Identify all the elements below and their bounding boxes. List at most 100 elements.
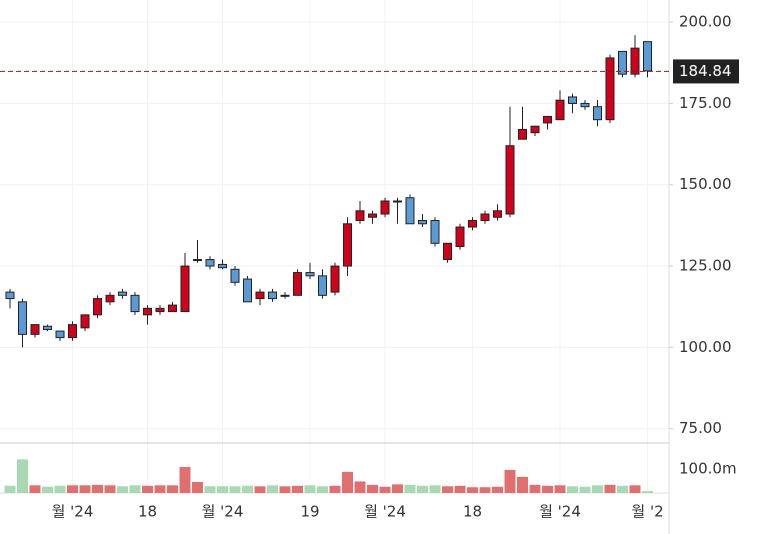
candle-body [630, 47, 640, 75]
candle-body [43, 325, 52, 330]
candle-body [305, 272, 315, 277]
volume-bar [129, 485, 141, 493]
volume-bar [267, 485, 278, 493]
candle-body [480, 213, 490, 222]
volume-bar [467, 487, 478, 493]
volume-bar [117, 486, 128, 493]
candle-body [255, 291, 265, 300]
volume-bar [92, 484, 103, 493]
candle-body [130, 294, 140, 313]
candle-body [618, 50, 627, 75]
candle-body [355, 210, 365, 222]
candle-body [405, 197, 415, 225]
candle-body [243, 278, 252, 303]
x-tick-label: 월 '24 [539, 503, 581, 521]
candle-body [5, 291, 15, 300]
volume-bar [604, 484, 616, 493]
x-tick-label: 19 [300, 503, 319, 521]
candle-body [30, 324, 40, 335]
volume-bar [192, 481, 203, 493]
x-tick-label: 월 '24 [52, 503, 94, 521]
volume-bar [392, 484, 403, 493]
candle-body [468, 220, 477, 228]
volume-bar [592, 485, 603, 493]
volume-bar [429, 485, 441, 493]
candle-body [543, 115, 552, 124]
x-tick-label: 18 [463, 503, 482, 521]
volume-bar [292, 485, 303, 493]
candle-body [455, 226, 465, 248]
volume-bar [254, 486, 266, 493]
volume-bar [529, 484, 541, 493]
volume-bar [367, 484, 378, 493]
volume-bar [204, 486, 216, 493]
volume-bar [542, 485, 553, 493]
volume-bar [242, 485, 253, 493]
volume-bar [142, 485, 153, 493]
candle-body [430, 220, 440, 244]
candle-body [80, 314, 90, 329]
candle-body [230, 268, 240, 283]
candle-body [505, 145, 515, 215]
volume-tick-label: 100.0m [679, 459, 737, 477]
candle-body [443, 242, 452, 261]
volume-bar [629, 485, 641, 493]
volume-bar [229, 486, 241, 493]
last-price-box [673, 59, 739, 84]
candle-body [393, 200, 402, 203]
candle-body [168, 304, 177, 313]
volume-bar [567, 486, 578, 493]
candle-body [643, 41, 652, 72]
candle-body [118, 291, 127, 296]
volume-bar [329, 485, 341, 493]
y-tick-label: 175.00 [679, 94, 732, 112]
candle-body [18, 301, 27, 335]
x-tick-label: 월 '24 [364, 503, 406, 521]
volume-bar [404, 484, 416, 493]
candle-body [330, 265, 340, 293]
volume-bar [492, 486, 503, 493]
volume-bar [17, 459, 28, 493]
volume-bar [617, 485, 628, 493]
volume-bar [4, 485, 16, 493]
y-tick-label: 75.00 [679, 419, 722, 437]
candle-body [218, 263, 227, 269]
volume-bar [67, 485, 78, 493]
candle-body [180, 265, 190, 313]
candle-body [593, 106, 602, 121]
volume-bar [167, 485, 178, 493]
candle-body [155, 307, 165, 313]
volume-bar [279, 486, 291, 493]
volume-bar [317, 486, 328, 493]
candle-body [193, 259, 202, 262]
candle-body [518, 128, 527, 140]
volume-bar [517, 476, 528, 493]
y-tick-label: 150.00 [679, 175, 732, 193]
candle-body [493, 210, 502, 218]
candle-body [280, 294, 290, 297]
candle-body [530, 125, 540, 134]
candle-body [143, 307, 152, 316]
x-tick-label: 월 '2 [631, 503, 663, 521]
candle-body [105, 294, 115, 303]
volume-bar [304, 485, 316, 493]
volume-bar [479, 487, 491, 493]
volume-bar [54, 485, 66, 493]
volume-bar [554, 485, 566, 493]
candle-body [555, 99, 565, 121]
x-tick-label: 월 '24 [202, 503, 244, 521]
volume-bar [642, 491, 653, 493]
candle-body [580, 102, 590, 108]
candle-body [368, 213, 377, 218]
volume-bar [579, 486, 591, 493]
volume-bar [79, 485, 91, 493]
candle-body [380, 200, 390, 215]
volume-bar [354, 481, 366, 493]
volume-bar [217, 486, 228, 493]
volume-bar [179, 467, 191, 493]
candle-body [68, 324, 77, 339]
candle-body [55, 330, 65, 339]
candle-body [205, 259, 215, 267]
volume-bar [417, 485, 428, 493]
